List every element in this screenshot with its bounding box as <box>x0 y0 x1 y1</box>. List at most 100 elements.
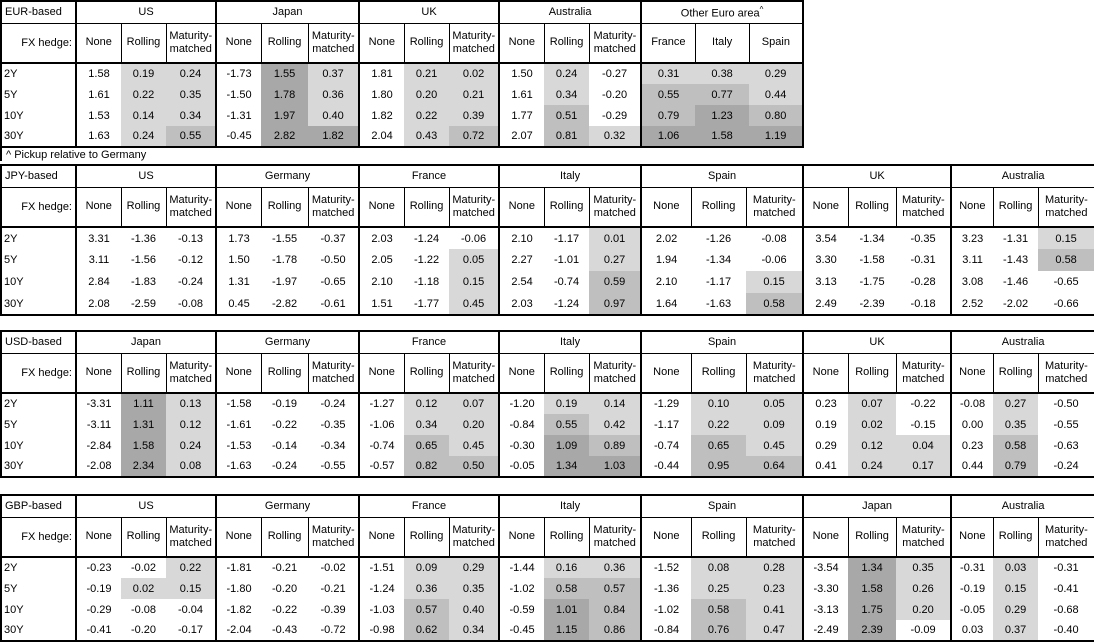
table-row: 10Y -0.29 -0.08 -0.04 -1.82 -0.22 -0.39 -1.03 0.… <box>1 599 1094 620</box>
value-cell: 0.82 <box>404 456 450 477</box>
group-header-germany: Germany <box>215 165 360 188</box>
group-header-france: France <box>358 165 500 188</box>
value-cell: 0.36 <box>308 84 360 105</box>
value-cell: 0.28 <box>746 557 804 578</box>
subcol-header: Spain <box>748 23 804 64</box>
subcol-header: Maturity-matched <box>448 187 500 228</box>
group-header-uk: UK <box>802 331 952 354</box>
value-cell: 1.82 <box>358 105 405 126</box>
value-cell: -0.19 <box>75 578 121 599</box>
value-cell: -1.03 <box>358 599 405 620</box>
value-cell: 0.16 <box>544 557 590 578</box>
value-cell: -0.41 <box>1053 582 1079 595</box>
value-cell: 0.51 <box>544 105 590 126</box>
subcol-header: None <box>950 517 994 558</box>
value-cell: 0.57 <box>404 599 450 620</box>
value-cell: 0.44 <box>950 456 994 477</box>
value-cell: -1.75 <box>859 276 885 288</box>
value-cell: -0.02 <box>320 562 346 574</box>
value-cell: 1.01 <box>544 599 590 620</box>
subcol-header: Maturity-matched <box>588 353 642 394</box>
value-cell: -0.37 <box>320 232 346 245</box>
value-cell: -1.43 <box>1003 254 1029 266</box>
value-cell: 0.08 <box>166 456 217 477</box>
group-header-spain: Spain <box>640 495 804 518</box>
value-cell: 0.05 <box>449 249 500 271</box>
subcol-header: Rolling <box>992 353 1039 394</box>
subcol-header: Maturity-matched <box>1037 517 1094 558</box>
tenor-label: 5Y <box>4 88 18 101</box>
value-cell: 0.15 <box>993 578 1039 599</box>
subcol-header: Maturity-matched <box>588 23 642 64</box>
value-cell: 1.06 <box>640 126 696 147</box>
value-cell: 0.05 <box>746 393 804 414</box>
value-cell: -0.74 <box>640 435 692 456</box>
value-cell: 0.22 <box>121 84 166 105</box>
value-cell: 0.36 <box>404 578 450 599</box>
value-cell: 1.11 <box>121 393 166 414</box>
subcol-header: None <box>75 23 121 64</box>
table-row: 10Y -2.84 1.58 0.24 -1.53 -0.14 -0.34 -0.74 0.65… <box>1 435 1094 456</box>
value-cell: 0.45 <box>746 435 804 456</box>
value-cell: 0.23 <box>802 393 849 414</box>
value-cell: 0.12 <box>848 435 897 456</box>
value-cell: 1.58 <box>75 63 121 84</box>
value-cell: -1.61 <box>215 414 262 435</box>
value-cell: 3.31 <box>75 227 121 249</box>
value-cell: 0.22 <box>404 105 450 126</box>
value-cell: 0.80 <box>749 105 804 126</box>
group-header-other-euro-area: Other Euro area^ <box>640 1 804 24</box>
value-cell: 0.50 <box>449 456 500 477</box>
group-header-uk: UK <box>802 165 952 188</box>
value-cell: 1.75 <box>848 599 897 620</box>
footnote: ^ Pickup relative to Germany <box>0 147 146 161</box>
value-cell: 1.58 <box>121 435 166 456</box>
value-cell: 0.65 <box>691 435 747 456</box>
subcol-header: Rolling <box>120 517 166 558</box>
value-cell: -2.02 <box>1003 297 1029 310</box>
tenor-label: 2Y <box>4 562 18 574</box>
subcol-header: Maturity-matched <box>1037 187 1094 228</box>
value-cell: -0.20 <box>602 88 628 101</box>
subcol-header: None <box>498 517 545 558</box>
value-cell: -0.50 <box>1053 398 1079 410</box>
value-cell: 1.58 <box>695 126 750 147</box>
subcol-header: Maturity-matched <box>895 187 952 228</box>
value-cell: 0.32 <box>589 126 642 147</box>
value-cell: -0.20 <box>271 582 298 595</box>
value-cell: -1.06 <box>358 414 405 435</box>
subcol-header: Maturity-matched <box>448 353 500 394</box>
value-cell: 2.10 <box>640 271 692 293</box>
value-cell: 0.45 <box>215 293 262 315</box>
subcol-header: Maturity-matched <box>165 353 217 394</box>
subcol-header: France <box>640 23 696 64</box>
subcol-header: None <box>75 353 121 394</box>
value-cell: -0.74 <box>358 435 405 456</box>
value-cell: 0.21 <box>404 63 450 84</box>
value-cell: 0.24 <box>166 435 217 456</box>
value-cell: -1.63 <box>706 297 732 310</box>
value-cell: -1.01 <box>554 254 580 266</box>
value-cell: 0.14 <box>589 393 642 414</box>
subcol-header: None <box>498 23 545 64</box>
value-cell: 0.34 <box>166 105 217 126</box>
table-row: 5Y -0.19 0.02 0.15 -1.80 -0.20 -0.21 -1.24 0.36 0… <box>1 578 1094 599</box>
value-cell: 3.30 <box>802 249 849 271</box>
value-cell: 0.40 <box>449 599 500 620</box>
subcol-header: None <box>215 517 262 558</box>
subcol-header: None <box>802 517 849 558</box>
value-cell: -1.26 <box>706 232 732 245</box>
subcol-header: Rolling <box>120 187 166 228</box>
value-cell: -3.31 <box>75 393 121 414</box>
value-cell: -0.84 <box>498 414 545 435</box>
value-cell: 0.41 <box>746 599 804 620</box>
subcol-header: None <box>358 353 405 394</box>
group-header-france: France <box>358 331 500 354</box>
value-cell: -0.05 <box>498 456 545 477</box>
value-cell: 0.07 <box>848 393 897 414</box>
subcol-header: Maturity-matched <box>307 517 360 558</box>
subcol-header: None <box>358 187 405 228</box>
subcol-header: None <box>802 187 849 228</box>
group-header-us: US <box>74 1 217 24</box>
